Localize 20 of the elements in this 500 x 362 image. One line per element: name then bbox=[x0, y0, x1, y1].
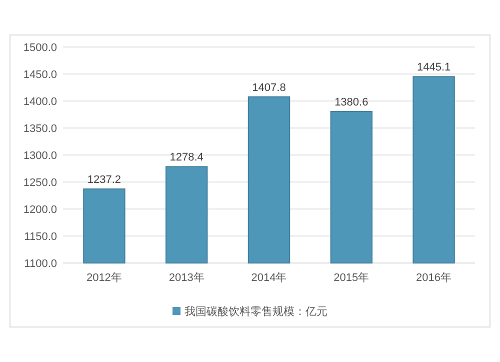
y-tick-label: 1100.0 bbox=[24, 258, 57, 270]
x-tick-label: 2012年 bbox=[86, 272, 122, 284]
y-tick-label: 1200.0 bbox=[23, 204, 57, 216]
data-label: 1445.1 bbox=[416, 62, 451, 74]
x-tick-label: 2014年 bbox=[251, 272, 287, 284]
y-tick-label: 1300.0 bbox=[23, 150, 57, 162]
y-tick-label: 1350.0 bbox=[23, 123, 57, 135]
data-label: 1237.2 bbox=[87, 174, 122, 186]
legend-label: 我国碳酸饮料零售规模：亿元 bbox=[184, 305, 328, 318]
y-tick-label: 1500.0 bbox=[23, 42, 57, 54]
x-tick-label: 2016年 bbox=[416, 272, 452, 284]
y-tick-label: 1250.0 bbox=[23, 177, 57, 189]
x-tick-label: 2013年 bbox=[168, 272, 204, 284]
y-tick-label: 1150.0 bbox=[24, 231, 57, 243]
y-tick-label: 1400.0 bbox=[23, 96, 57, 108]
data-label: 1407.8 bbox=[252, 82, 286, 94]
data-label: 1380.6 bbox=[334, 96, 368, 108]
y-tick-label: 1450.0 bbox=[23, 69, 57, 81]
x-tick-label: 2015年 bbox=[334, 272, 370, 284]
data-label: 1278.4 bbox=[170, 152, 204, 164]
